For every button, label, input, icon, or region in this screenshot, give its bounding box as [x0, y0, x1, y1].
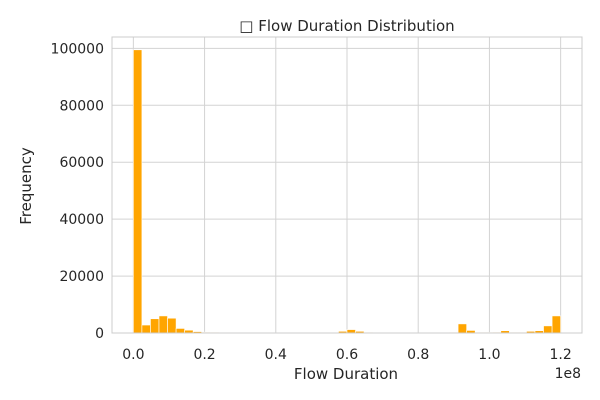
histogram-bar — [141, 324, 151, 334]
grid — [112, 37, 582, 334]
x-tick-label: 0.8 — [407, 347, 429, 363]
y-tick-label: 100000 — [51, 41, 104, 57]
y-tick-label: 0 — [95, 326, 104, 342]
y-tick-label: 20000 — [59, 269, 104, 285]
y-tick-label: 40000 — [59, 212, 104, 228]
histogram-bar — [551, 315, 561, 334]
histogram-bar — [158, 315, 168, 334]
histogram-bar — [175, 328, 185, 334]
x-tick-label: 1.0 — [478, 347, 500, 363]
x-offset-label: 1e8 — [555, 366, 581, 382]
y-tick-label: 60000 — [59, 155, 104, 171]
histogram-bar — [457, 323, 467, 334]
x-axis-label: Flow Duration — [294, 365, 398, 383]
chart-title: □ Flow Duration Distribution — [239, 17, 454, 35]
histogram-bar — [167, 317, 177, 334]
x-tick-labels: 0.0 0.2 0.4 0.6 0.8 1.0 1.2 — [122, 347, 572, 363]
histogram-bar — [150, 318, 160, 334]
plot-frame — [111, 36, 583, 334]
y-axis-label: Frequency — [17, 147, 35, 225]
histogram-bar — [133, 49, 143, 334]
x-tick-label: 0.0 — [122, 347, 144, 363]
x-tick-label: 0.2 — [193, 347, 215, 363]
histogram-bar — [346, 329, 356, 334]
x-tick-label: 0.4 — [265, 347, 287, 363]
y-tick-labels: 0 20000 40000 60000 80000 100000 — [51, 41, 104, 342]
histogram-bar — [543, 325, 553, 334]
x-tick-label: 1.2 — [550, 347, 572, 363]
x-tick-label: 0.6 — [336, 347, 358, 363]
y-tick-label: 80000 — [59, 98, 104, 114]
